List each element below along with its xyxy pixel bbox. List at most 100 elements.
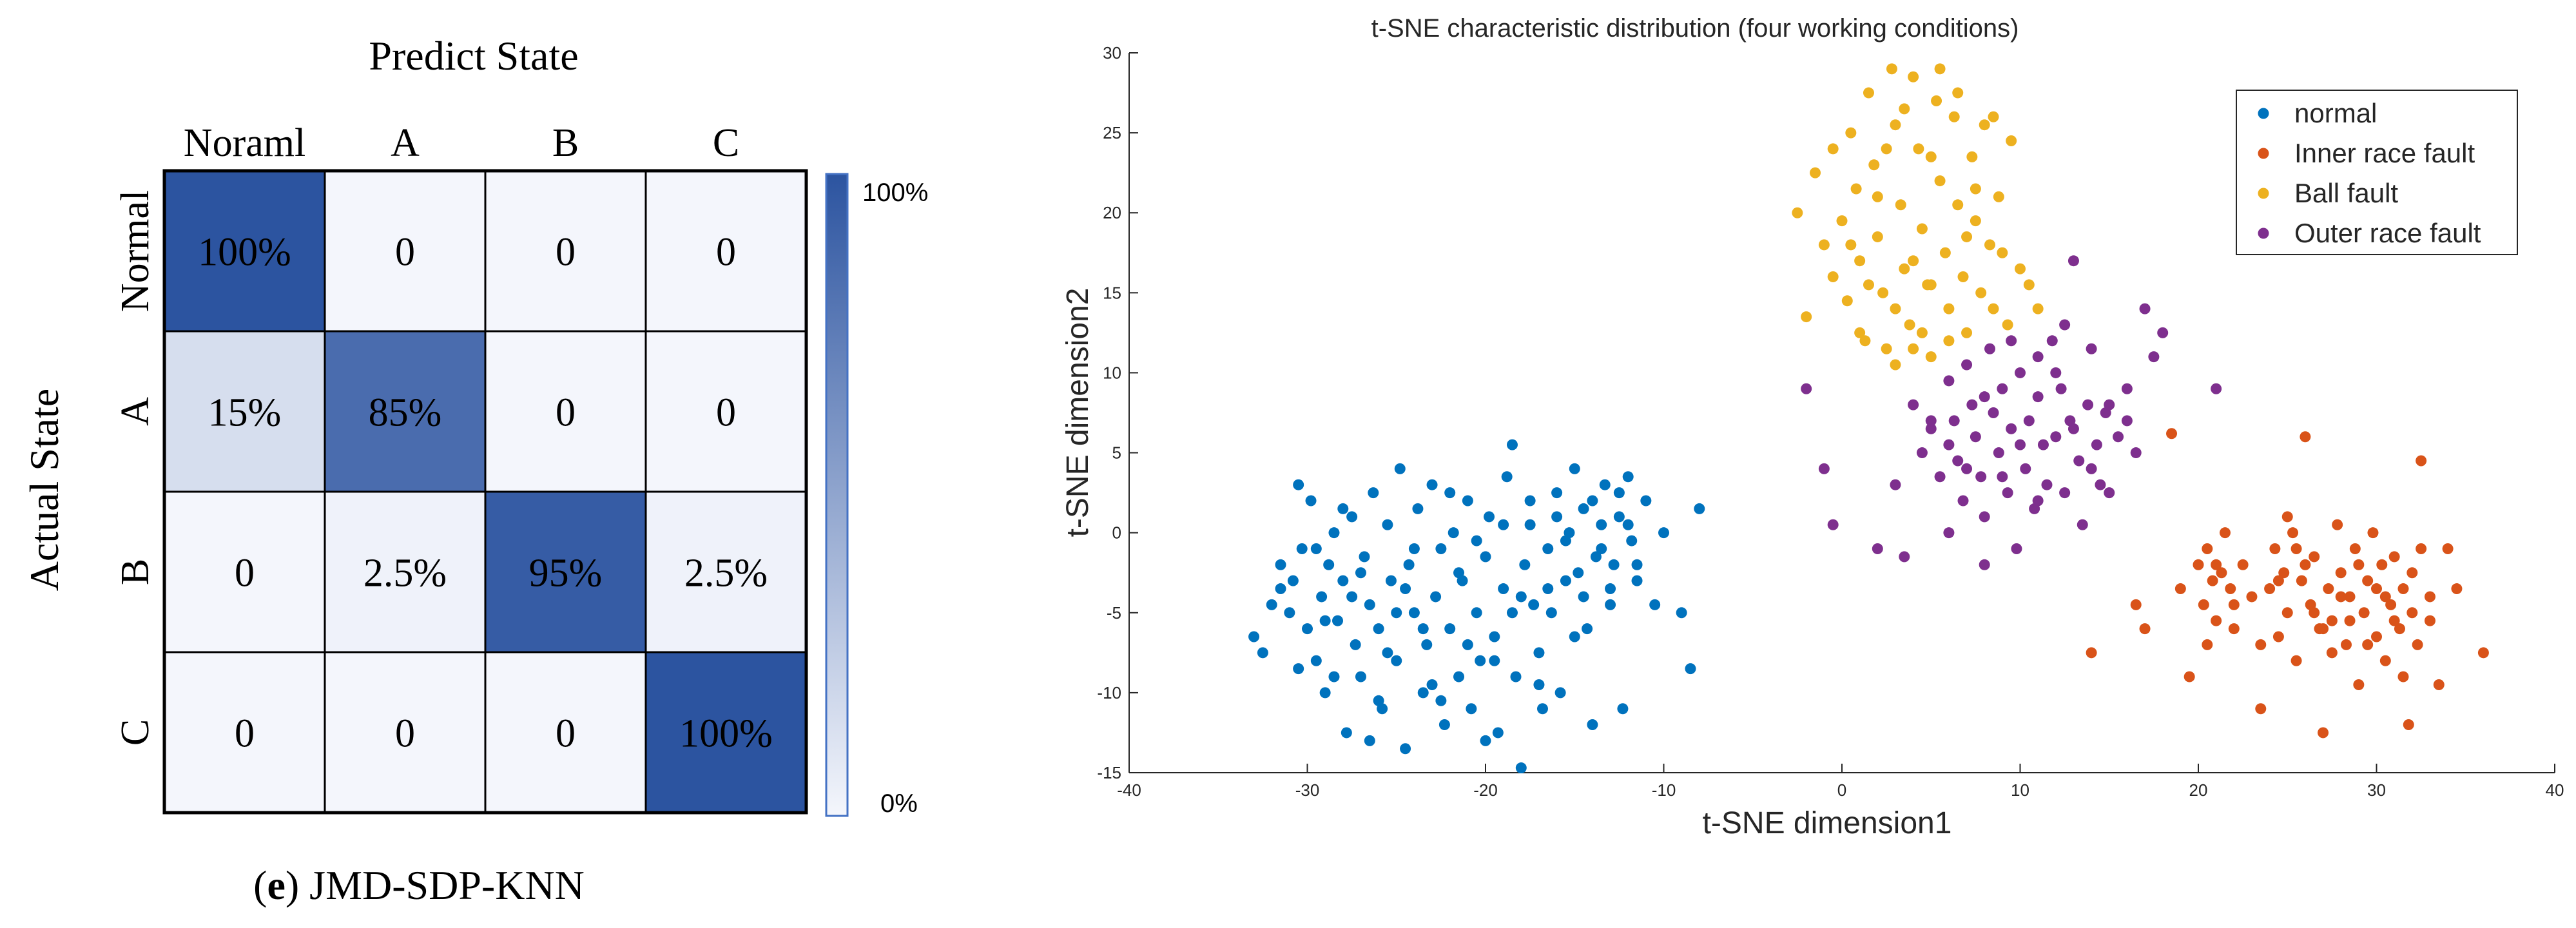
data-point — [2077, 519, 2088, 530]
data-point — [2300, 431, 2311, 443]
data-point — [1925, 151, 1937, 162]
data-point — [2326, 647, 2338, 659]
data-point — [2015, 439, 2026, 450]
data-point — [1925, 279, 1937, 291]
data-point — [1551, 487, 1563, 499]
data-point — [2442, 543, 2454, 554]
x-tick-label: 20 — [2189, 780, 2208, 800]
data-point — [2193, 559, 2204, 570]
data-point — [1373, 623, 1384, 635]
data-point — [1350, 639, 1361, 650]
data-point — [2424, 591, 2436, 603]
data-point — [2290, 543, 2302, 554]
data-point — [1925, 415, 1937, 427]
data-point — [1948, 415, 1960, 427]
data-point — [1408, 543, 1420, 554]
data-point — [1916, 327, 1928, 338]
data-point — [1346, 591, 1358, 603]
data-point — [1988, 111, 1999, 122]
data-point — [2403, 719, 2414, 731]
data-point — [2055, 383, 2067, 394]
data-point — [1569, 463, 1580, 474]
data-point — [1373, 695, 1384, 706]
data-point — [1890, 119, 1901, 131]
data-point — [1984, 239, 1995, 251]
data-point — [1993, 191, 2004, 202]
data-point — [1310, 655, 1322, 666]
data-point — [1364, 735, 1375, 746]
data-point — [1524, 519, 1536, 530]
data-point — [1934, 175, 1946, 187]
confusion-cell — [644, 330, 808, 493]
data-point — [2086, 647, 2097, 659]
data-point — [2323, 583, 2334, 595]
data-point — [1877, 287, 1889, 298]
data-point — [1908, 71, 1919, 82]
data-point — [2477, 647, 2489, 659]
data-point — [2379, 655, 2391, 666]
data-point — [1596, 543, 1607, 554]
data-point — [1391, 607, 1402, 619]
data-point — [1943, 335, 1955, 347]
data-point — [2032, 495, 2044, 507]
x-tick-label: 0 — [1837, 780, 1846, 800]
data-point — [1863, 279, 1874, 291]
confusion-cell — [324, 330, 487, 493]
data-point — [1988, 303, 1999, 314]
confusion-title: Predict State — [369, 33, 578, 79]
data-point — [2002, 319, 2013, 331]
x-tick-label: 40 — [2546, 780, 2564, 800]
data-point — [1952, 455, 1964, 467]
data-point — [1952, 199, 1964, 211]
data-point — [2041, 479, 2053, 490]
data-point — [2353, 679, 2365, 690]
data-point — [1649, 599, 1661, 610]
data-point — [1613, 511, 1625, 523]
data-point — [1293, 479, 1304, 490]
data-point — [2139, 623, 2151, 635]
x-tick-label: 10 — [2011, 780, 2029, 800]
data-point — [1934, 471, 1946, 483]
confusion-cell — [644, 490, 808, 653]
data-point — [2362, 575, 2374, 586]
data-point — [2020, 463, 2031, 474]
data-point — [1560, 575, 1571, 586]
confusion-cell — [163, 651, 326, 814]
data-point — [1640, 495, 1652, 507]
confusion-cell-value: 0 — [556, 712, 576, 756]
legend: normal Inner race fault Ball fault Outer ra… — [2236, 90, 2518, 255]
data-point — [1587, 495, 1598, 507]
data-point — [1934, 63, 1946, 75]
data-point — [2228, 623, 2240, 635]
data-point — [1979, 511, 1990, 523]
data-point — [2397, 583, 2409, 595]
data-point — [1931, 95, 1942, 106]
data-point — [1899, 103, 1910, 115]
data-point — [2371, 583, 2382, 595]
confusion-col-label: A — [391, 121, 420, 165]
data-point — [1872, 191, 1883, 202]
data-point — [2091, 439, 2102, 450]
data-point — [1827, 271, 1839, 283]
data-point — [1979, 391, 1990, 403]
data-point — [1296, 543, 1308, 554]
data-point — [1498, 583, 1509, 595]
data-point — [2113, 431, 2124, 443]
data-point — [2130, 599, 2142, 610]
data-point — [1993, 447, 2004, 459]
data-point — [1453, 567, 1465, 579]
data-point — [1426, 479, 1438, 490]
legend-label: normal — [2294, 98, 2377, 128]
data-point — [1400, 743, 1411, 755]
data-point — [1886, 63, 1897, 75]
data-point — [2367, 527, 2379, 539]
y-tick-label: -5 — [1107, 603, 1121, 623]
data-point — [1908, 255, 1919, 267]
data-point — [1617, 703, 1629, 715]
data-point — [2388, 615, 2400, 626]
data-point — [1792, 207, 1803, 218]
data-point — [1408, 607, 1420, 619]
x-tick-label: -10 — [1652, 780, 1676, 800]
data-point — [1827, 143, 1839, 155]
